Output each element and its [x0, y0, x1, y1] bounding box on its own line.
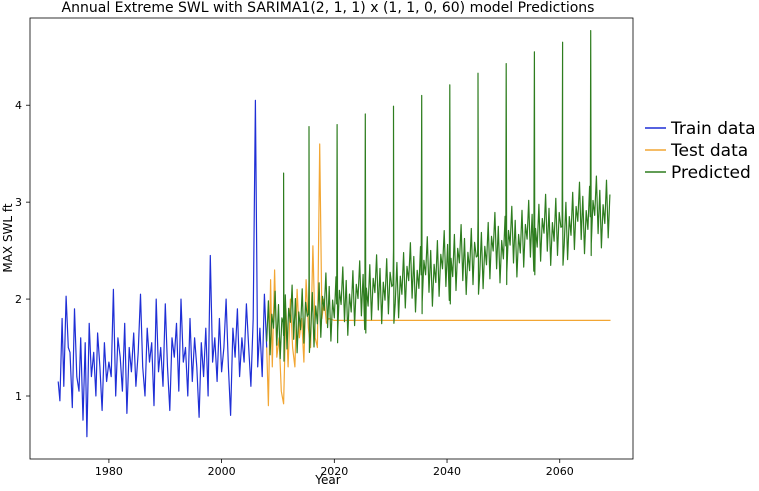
- x-tick-label: 2020: [320, 465, 348, 478]
- series-line-predicted: [266, 30, 611, 362]
- x-tick-label: 2040: [433, 465, 461, 478]
- x-tick-label: 2000: [208, 465, 236, 478]
- x-axis-label: Year: [314, 473, 340, 487]
- plot-frame: [29, 17, 634, 460]
- legend-label: Predicted: [671, 163, 751, 183]
- x-tick-label: 2060: [546, 465, 574, 478]
- legend-label: Test data: [670, 141, 748, 161]
- x-tick-label: 1980: [95, 465, 123, 478]
- series-layer: [57, 30, 611, 438]
- y-tick-label: 2: [15, 293, 22, 306]
- y-tick-label: 4: [15, 99, 22, 112]
- y-tick-label: 3: [15, 196, 22, 209]
- y-axis-label: MAX SWL ft: [1, 203, 15, 273]
- x-axis: 1980 2000 2020 2040 2060: [95, 459, 574, 478]
- y-axis: 1 2 3 4: [15, 99, 30, 403]
- legend-label: Train data: [670, 119, 756, 139]
- series-line-train-data: [57, 99, 268, 438]
- chart-title: Annual Extreme SWL with SARIMA1(2, 1, 1)…: [62, 0, 595, 16]
- y-tick-label: 1: [15, 390, 22, 403]
